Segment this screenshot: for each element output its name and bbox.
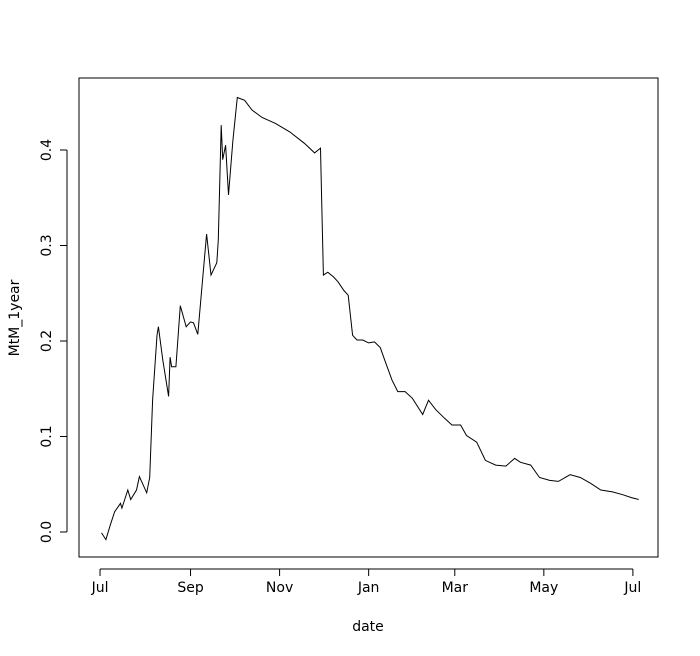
data-line	[101, 96, 639, 541]
x-tick-label: Jul	[91, 580, 109, 596]
y-tick-label: 0.0	[39, 521, 55, 543]
x-tick-label: Nov	[266, 580, 293, 596]
x-tick-label: Jul	[623, 580, 641, 596]
x-tick-label: Mar	[442, 580, 469, 596]
plot-frame	[78, 77, 659, 558]
x-tick-label: Sep	[177, 580, 204, 596]
x-tick-label: Jan	[357, 580, 380, 596]
y-tick-label: 0.3	[39, 234, 55, 256]
y-tick-label: 0.1	[39, 425, 55, 447]
y-axis-label: MtM_1year	[7, 279, 23, 356]
y-tick-label: 0.4	[39, 139, 55, 161]
y-tick-label: 0.2	[39, 330, 55, 352]
x-tick-label: May	[529, 580, 558, 596]
x-axis-label: date	[352, 619, 384, 635]
